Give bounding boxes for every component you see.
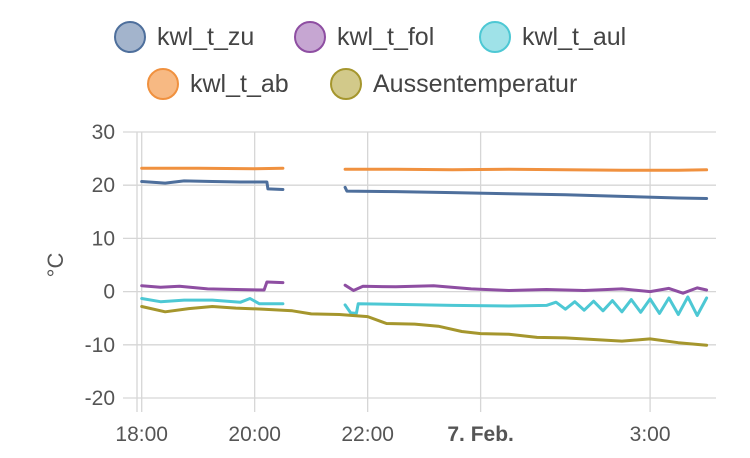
- x-tick-label: 22:00: [341, 423, 394, 446]
- y-tick-label: 10: [92, 227, 115, 250]
- y-tick-label: -10: [85, 334, 115, 357]
- x-axis-ticks: 18:00 20:00 22:00 7. Feb. 3:00: [115, 423, 670, 446]
- y-tick-label: 30: [92, 121, 115, 144]
- legend-item-kwl_t_zu[interactable]: kwl_t_zu: [114, 21, 254, 53]
- legend-label: kwl_t_aul: [522, 23, 626, 51]
- legend-item-kwl_t_fol[interactable]: kwl_t_fol: [294, 21, 434, 53]
- legend-swatch: [147, 68, 179, 100]
- y-axis-title: °C: [43, 253, 68, 278]
- series-line-kwl_t_ab: [140, 166, 709, 172]
- legend-swatch: [479, 21, 511, 53]
- y-axis-ticks: 30 20 10 0 -10 -20: [85, 121, 115, 410]
- legend-label: kwl_t_fol: [337, 23, 434, 51]
- legend: kwl_t_zu kwl_t_fol kwl_t_aul kwl_t_ab Aussen…: [114, 21, 626, 100]
- x-tick-label: 20:00: [228, 423, 281, 446]
- legend-item-kwl_t_aul[interactable]: kwl_t_aul: [479, 21, 626, 53]
- legend-swatch: [114, 21, 146, 53]
- series-line-Aussentemperatur: [140, 305, 709, 347]
- y-tick-label: 0: [103, 281, 115, 304]
- series-lines: [140, 166, 709, 347]
- series-line-kwl_t_fol: [140, 280, 709, 295]
- legend-swatch: [330, 68, 362, 100]
- legend-label: kwl_t_zu: [157, 23, 254, 51]
- x-tick-label: 3:00: [630, 423, 671, 446]
- grid: [123, 131, 716, 412]
- series-line-kwl_t_aul: [140, 295, 709, 317]
- series-line-kwl_t_zu: [140, 179, 709, 200]
- legend-label: kwl_t_ab: [190, 70, 289, 98]
- legend-swatch: [294, 21, 326, 53]
- legend-item-kwl_t_ab[interactable]: kwl_t_ab: [147, 68, 289, 100]
- y-tick-label: -20: [85, 387, 115, 410]
- y-tick-label: 20: [92, 174, 115, 197]
- legend-label: Aussentemperatur: [373, 70, 577, 98]
- x-tick-label: 7. Feb.: [447, 423, 514, 446]
- legend-item-Aussentemperatur[interactable]: Aussentemperatur: [330, 68, 577, 100]
- x-tick-label: 18:00: [115, 423, 168, 446]
